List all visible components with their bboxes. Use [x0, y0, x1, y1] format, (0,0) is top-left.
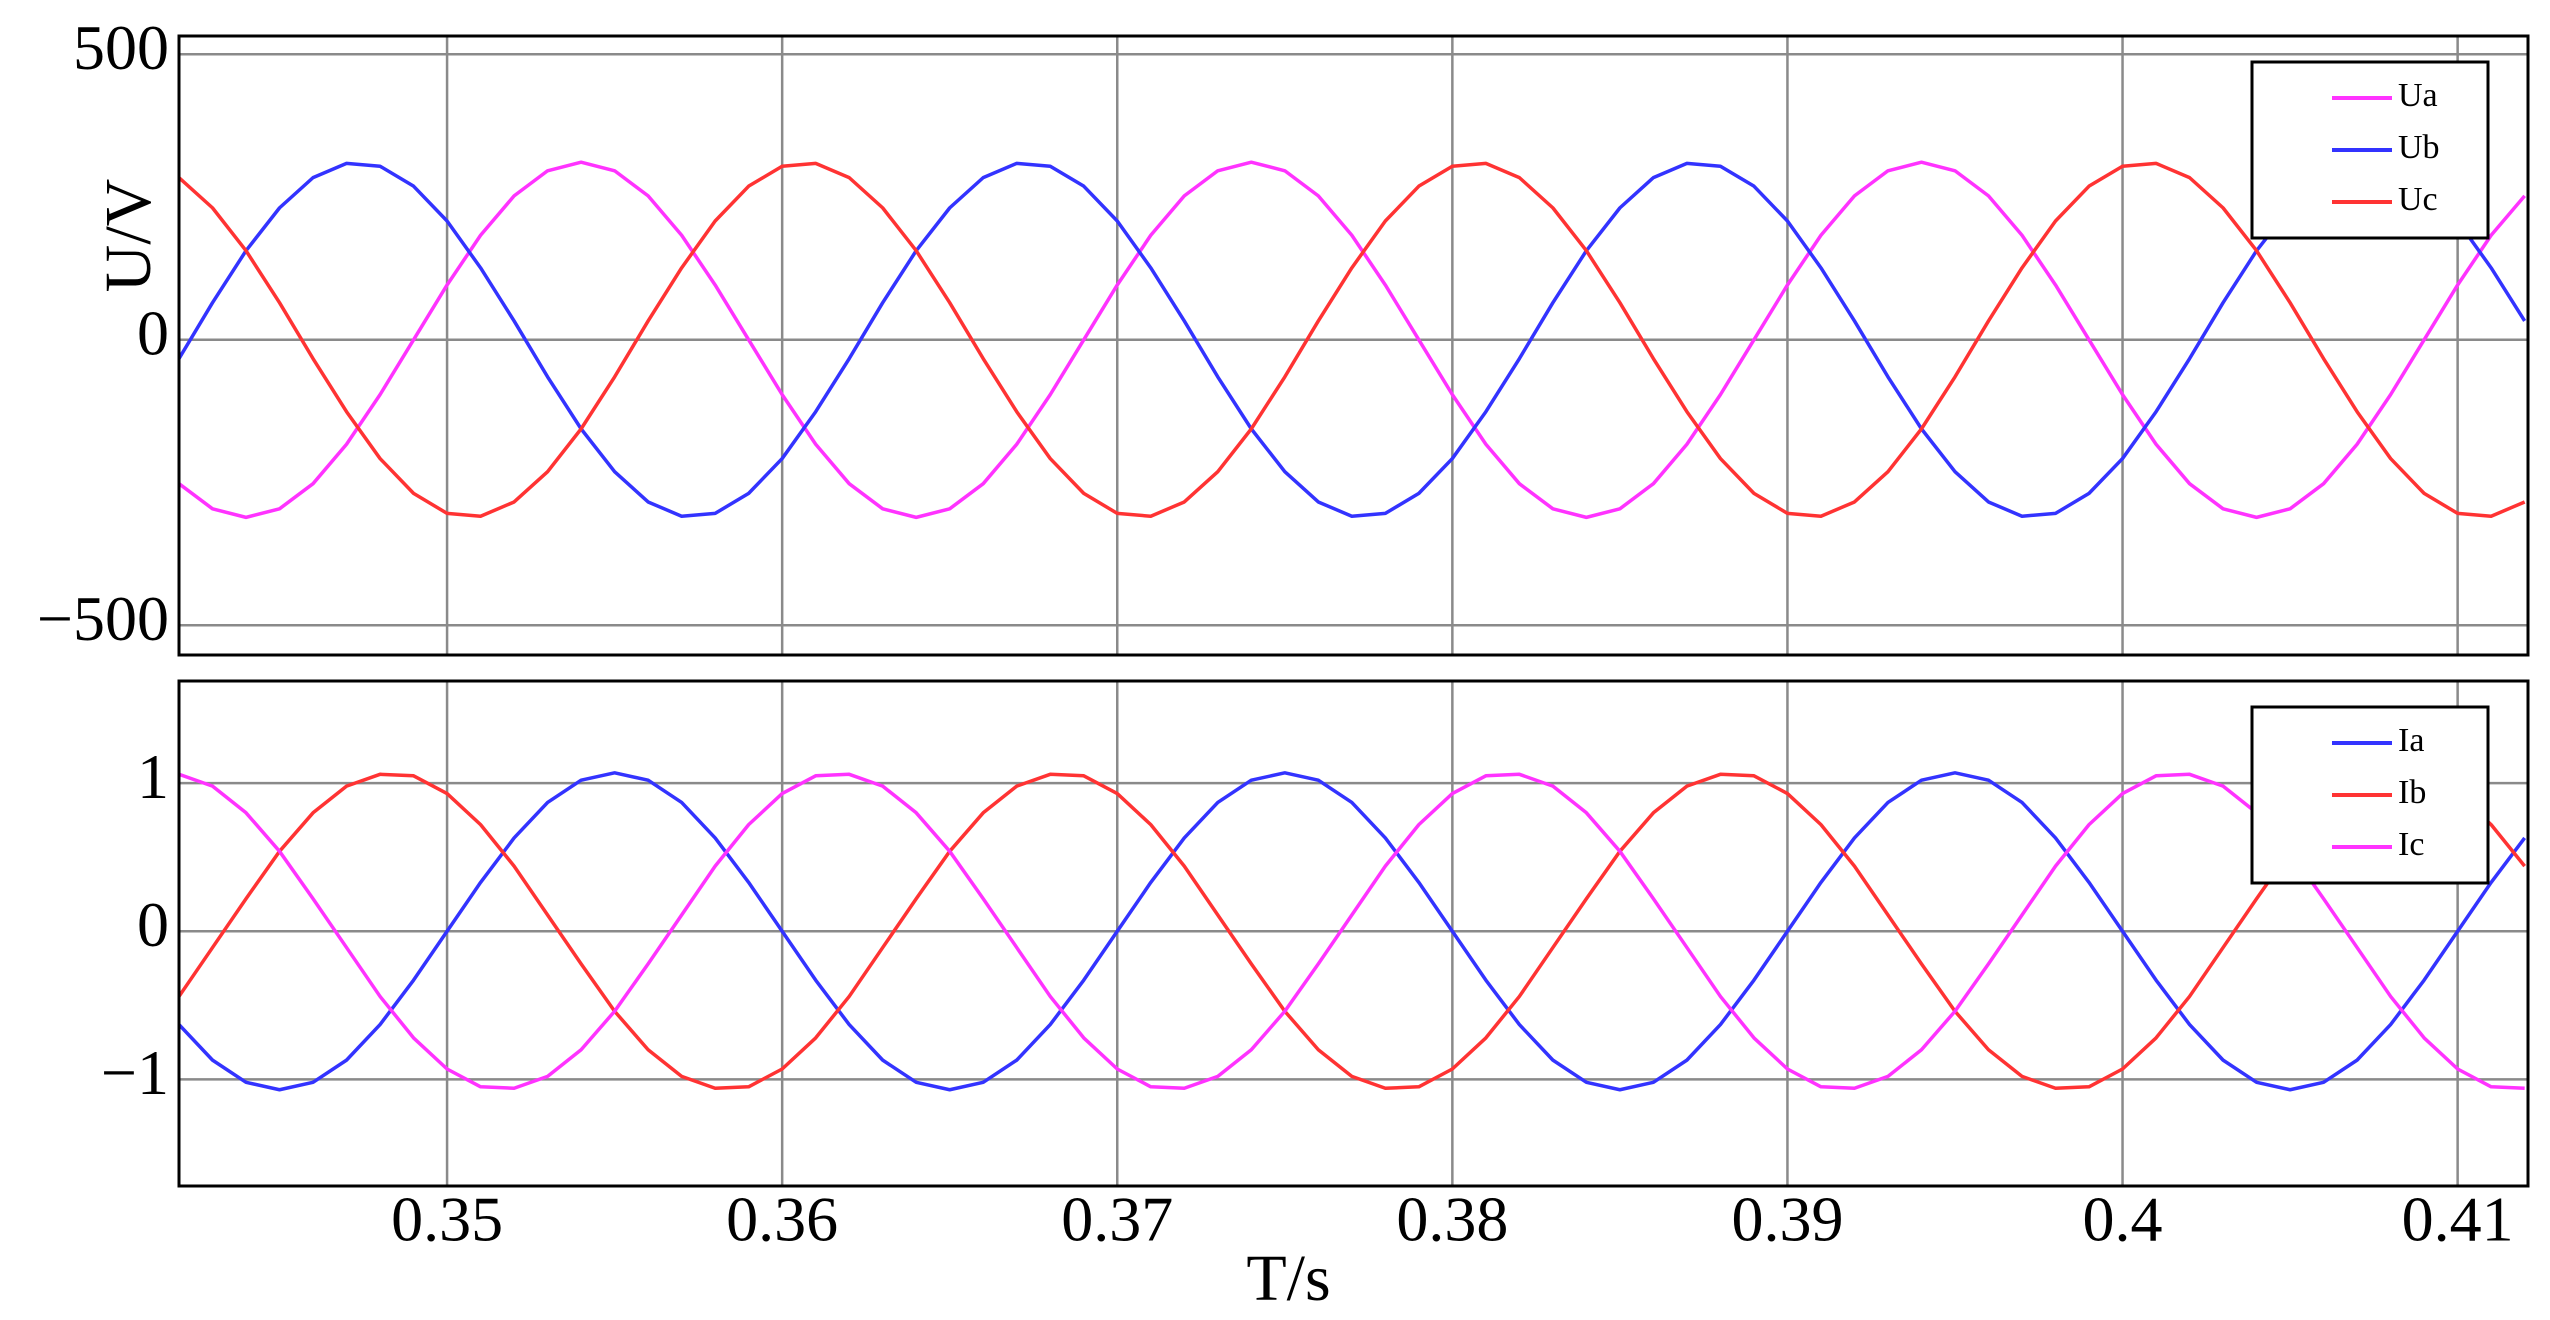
y-tick-label: 0 [137, 889, 169, 960]
x-tick-label: 0.38 [1396, 1184, 1508, 1255]
plot-frame [177, 679, 2530, 1188]
legend-label: Ic [2398, 826, 2424, 863]
plot-area [179, 681, 2528, 1186]
y-tick-label: −500 [37, 583, 169, 654]
x-axis-label: T/s [1246, 1242, 1330, 1315]
plot-area [179, 36, 2528, 655]
x-tick-label: 0.41 [2402, 1184, 2514, 1255]
legend-label: Ua [2398, 77, 2438, 114]
x-tick-label: 0.37 [1061, 1184, 1173, 1255]
plot-frame [177, 34, 2530, 657]
x-tick-label: 0.4 [2083, 1184, 2163, 1255]
x-tick-label: 0.39 [1731, 1184, 1843, 1255]
legend-label: Ib [2398, 774, 2426, 811]
y-tick-label: 1 [137, 741, 169, 812]
series-line [179, 161, 2526, 518]
legend-label: Uc [2398, 181, 2438, 218]
y-tick-label: 0 [137, 297, 169, 368]
legend-label: Ub [2398, 129, 2440, 166]
plot-lines [179, 160, 2527, 520]
legend-label: Ia [2398, 722, 2424, 759]
series-line [179, 772, 2527, 1091]
series-line [179, 771, 2527, 1092]
y-axis-label: U/V [92, 179, 165, 293]
x-tick-label: 0.36 [726, 1184, 838, 1255]
series-line [179, 772, 2525, 1091]
plot-lines [179, 771, 2527, 1092]
y-tick-label: −1 [101, 1037, 169, 1108]
series-line [179, 161, 2527, 518]
series-line [179, 160, 2526, 520]
y-tick-label: 500 [73, 12, 169, 83]
x-tick-label: 0.35 [391, 1184, 503, 1255]
